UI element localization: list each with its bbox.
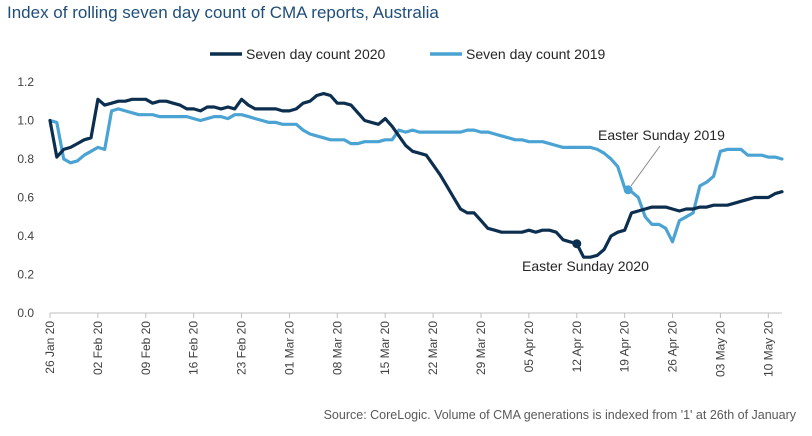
x-tick-label: 22 Mar 20 (426, 321, 440, 375)
source-note: Source: CoreLogic. Volume of CMA generat… (323, 408, 796, 422)
series-line-2019 (48, 107, 784, 244)
easter-2019-label: Easter Sunday 2019 (598, 127, 725, 143)
x-tick-label: 15 Mar 20 (378, 321, 392, 375)
x-tick-label: 08 Mar 20 (330, 321, 344, 375)
x-tick-label: 01 Mar 20 (282, 321, 296, 375)
x-tick-label: 16 Feb 20 (187, 321, 201, 375)
legend-label: Seven day count 2020 (246, 46, 386, 62)
x-tick-label: 12 Apr 20 (570, 321, 584, 373)
x-tick-label: 19 Apr 20 (618, 321, 632, 373)
y-tick-label: 0.6 (17, 191, 34, 205)
y-tick-label: 1.2 (17, 75, 34, 89)
x-tick-label: 09 Feb 20 (139, 321, 153, 375)
legend-label: Seven day count 2019 (466, 46, 606, 62)
easter-2020-label: Easter Sunday 2020 (522, 258, 649, 274)
series-line-2020 (48, 92, 784, 259)
y-tick-label: 0.8 (17, 152, 34, 166)
x-tick-label: 26 Jan 20 (43, 321, 57, 374)
x-tick-label: 29 Mar 20 (474, 321, 488, 375)
x-tick-label: 03 May 20 (713, 321, 727, 377)
easter-2020-marker (572, 239, 582, 249)
x-tick-label: 02 Feb 20 (91, 321, 105, 375)
x-tick-label: 10 May 20 (761, 321, 775, 377)
y-tick-label: 0.0 (17, 306, 34, 320)
chart-title: Index of rolling seven day count of CMA … (7, 3, 439, 22)
easter-2019-leader (630, 145, 661, 187)
y-tick-label: 1.0 (17, 114, 34, 128)
x-tick-label: 26 Apr 20 (666, 321, 680, 373)
x-tick-label: 23 Feb 20 (235, 321, 249, 375)
easter-2019-marker (623, 185, 633, 195)
y-tick-label: 0.2 (17, 268, 34, 282)
x-tick-label: 05 Apr 20 (522, 321, 536, 373)
y-tick-label: 0.4 (17, 229, 34, 243)
